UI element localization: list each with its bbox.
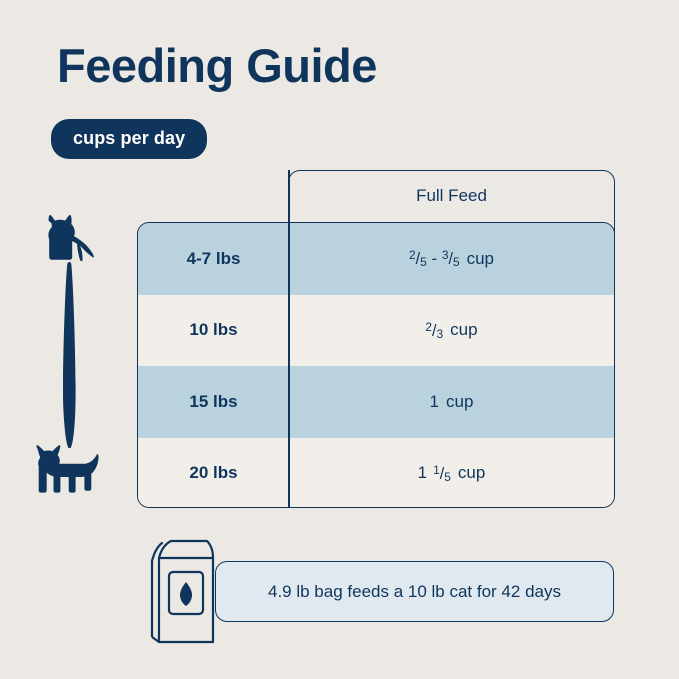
cell-weight: 10 lbs (189, 320, 238, 340)
cat-walking-icon (33, 445, 99, 498)
cell-amount: 2/3 cup (289, 295, 614, 367)
cell-amount: 1 cup (289, 366, 614, 438)
column-divider (288, 170, 290, 508)
fraction-denominator: 3 (436, 326, 444, 341)
cat-tail-icon (63, 262, 77, 453)
food-bag-icon (145, 536, 229, 651)
whole-number: 1 (417, 463, 428, 483)
cell-amount: 1 1/5 cup (289, 438, 614, 508)
cell-weight: 4-7 lbs (186, 248, 241, 268)
bag-duration-note: 4.9 lb bag feeds a 10 lb cat for 42 days (215, 561, 614, 622)
unit-label: cup (446, 391, 474, 411)
range-dash: - (426, 248, 442, 268)
fraction-denominator: 5 (420, 255, 427, 270)
unit-label: cup (466, 248, 495, 268)
cell-amount: 2/5 - 3/5 cup (289, 223, 614, 295)
cell-weight: 15 lbs (189, 391, 238, 411)
table-row: 15 lbs 1 cup (138, 366, 614, 438)
fraction-numerator: 2 (408, 248, 416, 263)
table-row: 10 lbs 2/3 cup (138, 294, 614, 367)
cell-weight: 20 lbs (189, 463, 238, 483)
feeding-table: Full Feed 4-7 lbs 2/5 - 3/5 cup 10 lbs 2… (137, 170, 615, 508)
whole-number: 1 (429, 391, 440, 411)
fraction-numerator: 1 (433, 462, 440, 477)
fraction-slash: / (432, 321, 437, 340)
cat-sitting-icon (40, 214, 94, 266)
table-row: 20 lbs 1 1/5 cup (138, 437, 614, 508)
table-row: 4-7 lbs 2/5 - 3/5 cup (138, 223, 614, 295)
unit-label: cup (457, 463, 486, 483)
fraction-slash: / (415, 250, 421, 269)
fraction-denominator: 5 (444, 469, 451, 484)
table-body: 4-7 lbs 2/5 - 3/5 cup 10 lbs 2/3 cup 15 … (137, 222, 615, 508)
subtitle-badge: cups per day (51, 119, 208, 159)
fraction-numerator: 2 (425, 319, 433, 334)
fraction-slash: / (439, 464, 445, 483)
fraction-slash: / (448, 250, 453, 269)
page-title: Feeding Guide (57, 39, 377, 92)
fraction-numerator: 3 (441, 248, 449, 263)
fraction-denominator: 5 (452, 255, 460, 270)
column-header-full-feed: Full Feed (416, 186, 487, 205)
unit-label: cup (450, 320, 478, 340)
